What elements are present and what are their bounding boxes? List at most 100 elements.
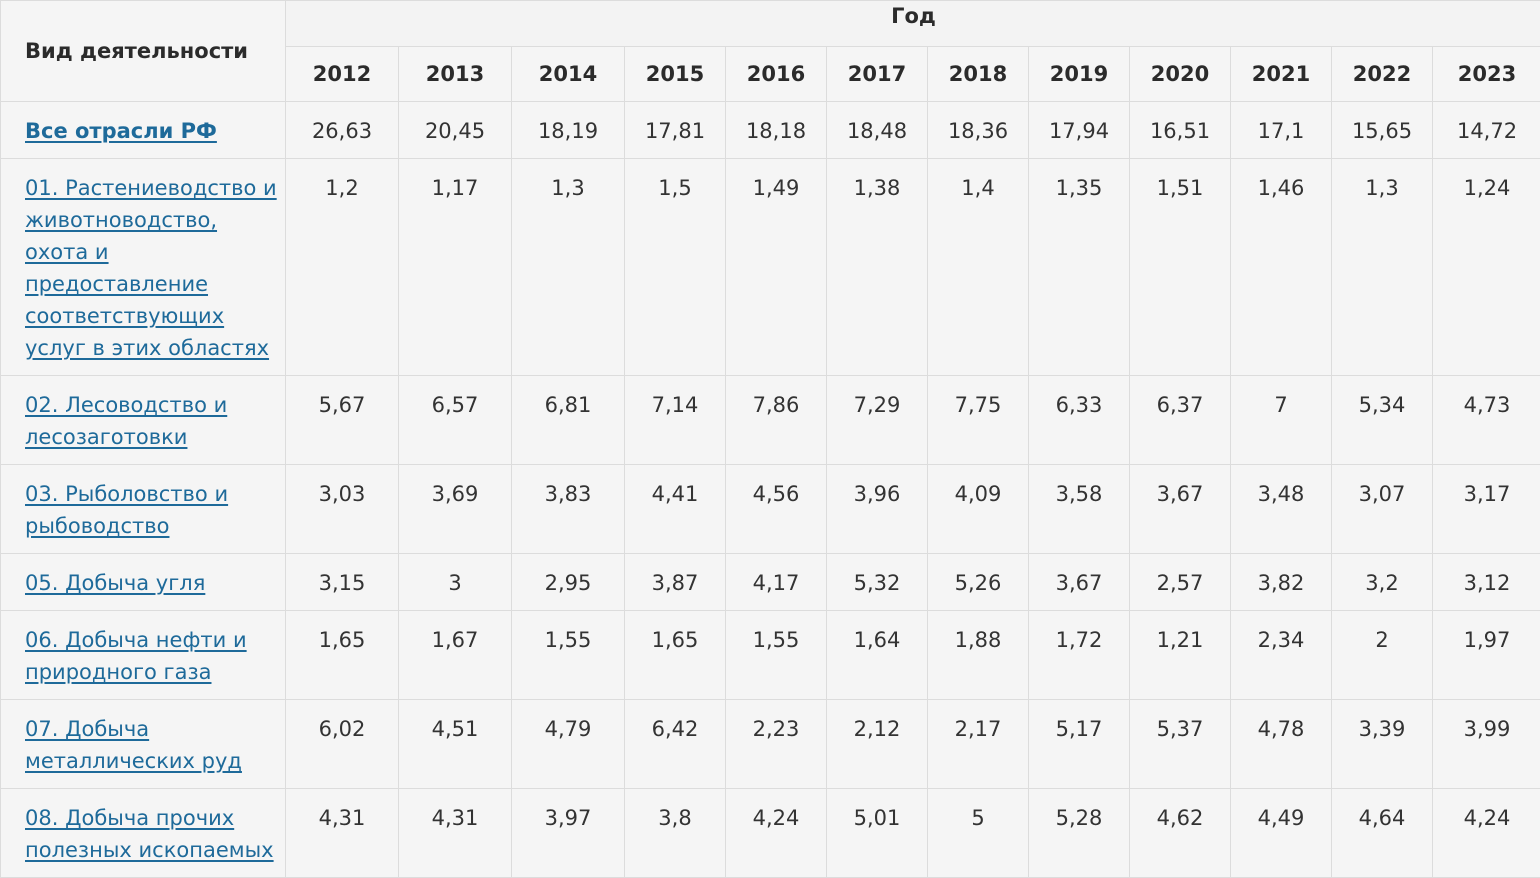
value-cell: 4,49: [1231, 789, 1332, 878]
value-cell: 5,34: [1332, 376, 1433, 465]
value-cell: 3,17: [1433, 465, 1540, 554]
activity-cell: 02. Лесоводство и лесозаготовки: [1, 376, 286, 465]
value-cell: 20,45: [399, 102, 512, 159]
activity-cell: 06. Добыча нефти и природного газа: [1, 611, 286, 700]
year-column-header: 2018: [928, 47, 1029, 102]
value-cell: 14,72: [1433, 102, 1540, 159]
value-cell: 18,18: [726, 102, 827, 159]
activity-link[interactable]: Все отрасли РФ: [25, 119, 217, 143]
value-cell: 3,67: [1029, 554, 1130, 611]
value-cell: 4,17: [726, 554, 827, 611]
value-cell: 5: [928, 789, 1029, 878]
value-cell: 4,24: [1433, 789, 1540, 878]
value-cell: 1,4: [928, 159, 1029, 376]
value-cell: 5,67: [286, 376, 399, 465]
value-cell: 1,64: [827, 611, 928, 700]
table-header: Вид деятельности Год 2012 2013 2014 2015…: [1, 1, 1540, 102]
value-cell: 4,24: [726, 789, 827, 878]
value-cell: 1,65: [625, 611, 726, 700]
value-cell: 4,64: [1332, 789, 1433, 878]
value-cell: 5,26: [928, 554, 1029, 611]
value-cell: 18,19: [512, 102, 625, 159]
value-cell: 6,02: [286, 700, 399, 789]
value-cell: 6,81: [512, 376, 625, 465]
value-cell: 1,38: [827, 159, 928, 376]
value-cell: 5,17: [1029, 700, 1130, 789]
value-cell: 3: [399, 554, 512, 611]
year-column-header: 2015: [625, 47, 726, 102]
value-cell: 4,31: [286, 789, 399, 878]
value-cell: 3,83: [512, 465, 625, 554]
value-cell: 18,36: [928, 102, 1029, 159]
year-column-header: 2022: [1332, 47, 1433, 102]
value-cell: 1,3: [512, 159, 625, 376]
value-cell: 1,2: [286, 159, 399, 376]
value-cell: 3,69: [399, 465, 512, 554]
value-cell: 7,29: [827, 376, 928, 465]
activity-link[interactable]: 01. Растениеводство и животноводство, ох…: [25, 176, 277, 360]
activity-link[interactable]: 05. Добыча угля: [25, 571, 205, 595]
value-cell: 1,21: [1130, 611, 1231, 700]
value-cell: 5,28: [1029, 789, 1130, 878]
activity-link[interactable]: 07. Добыча металлических руд: [25, 717, 242, 773]
value-cell: 16,51: [1130, 102, 1231, 159]
value-cell: 1,24: [1433, 159, 1540, 376]
value-cell: 1,72: [1029, 611, 1130, 700]
value-cell: 6,33: [1029, 376, 1130, 465]
value-cell: 1,49: [726, 159, 827, 376]
value-cell: 2,12: [827, 700, 928, 789]
value-cell: 3,39: [1332, 700, 1433, 789]
activity-cell: 03. Рыболовство и рыбоводство: [1, 465, 286, 554]
value-cell: 2,23: [726, 700, 827, 789]
activity-column-header: Вид деятельности: [1, 1, 286, 102]
value-cell: 26,63: [286, 102, 399, 159]
value-cell: 7,75: [928, 376, 1029, 465]
value-cell: 1,51: [1130, 159, 1231, 376]
value-cell: 1,46: [1231, 159, 1332, 376]
value-cell: 3,82: [1231, 554, 1332, 611]
value-cell: 7: [1231, 376, 1332, 465]
value-cell: 3,99: [1433, 700, 1540, 789]
value-cell: 1,65: [286, 611, 399, 700]
activity-link[interactable]: 08. Добыча прочих полезных ископаемых: [25, 806, 274, 862]
value-cell: 1,55: [512, 611, 625, 700]
activity-link[interactable]: 02. Лесоводство и лесозаготовки: [25, 393, 227, 449]
value-cell: 17,1: [1231, 102, 1332, 159]
activity-cell: 07. Добыча металлических руд: [1, 700, 286, 789]
value-cell: 4,09: [928, 465, 1029, 554]
value-cell: 4,79: [512, 700, 625, 789]
value-cell: 2,34: [1231, 611, 1332, 700]
value-cell: 6,42: [625, 700, 726, 789]
year-column-header: 2023: [1433, 47, 1540, 102]
value-cell: 3,07: [1332, 465, 1433, 554]
value-cell: 2,17: [928, 700, 1029, 789]
activity-cell: Все отрасли РФ: [1, 102, 286, 159]
activity-link[interactable]: 03. Рыболовство и рыбоводство: [25, 482, 228, 538]
value-cell: 1,35: [1029, 159, 1130, 376]
activity-link[interactable]: 06. Добыча нефти и природного газа: [25, 628, 247, 684]
value-cell: 7,14: [625, 376, 726, 465]
activity-cell: 08. Добыча прочих полезных ископаемых: [1, 789, 286, 878]
value-cell: 3,8: [625, 789, 726, 878]
value-cell: 7,86: [726, 376, 827, 465]
year-column-header: 2021: [1231, 47, 1332, 102]
value-cell: 3,58: [1029, 465, 1130, 554]
year-column-header: 2017: [827, 47, 928, 102]
year-column-header: 2016: [726, 47, 827, 102]
value-cell: 4,78: [1231, 700, 1332, 789]
value-cell: 2,95: [512, 554, 625, 611]
value-cell: 3,15: [286, 554, 399, 611]
value-cell: 15,65: [1332, 102, 1433, 159]
value-cell: 1,3: [1332, 159, 1433, 376]
value-cell: 2: [1332, 611, 1433, 700]
value-cell: 3,87: [625, 554, 726, 611]
value-cell: 4,62: [1130, 789, 1231, 878]
value-cell: 17,81: [625, 102, 726, 159]
value-cell: 6,37: [1130, 376, 1231, 465]
activity-cell: 05. Добыча угля: [1, 554, 286, 611]
